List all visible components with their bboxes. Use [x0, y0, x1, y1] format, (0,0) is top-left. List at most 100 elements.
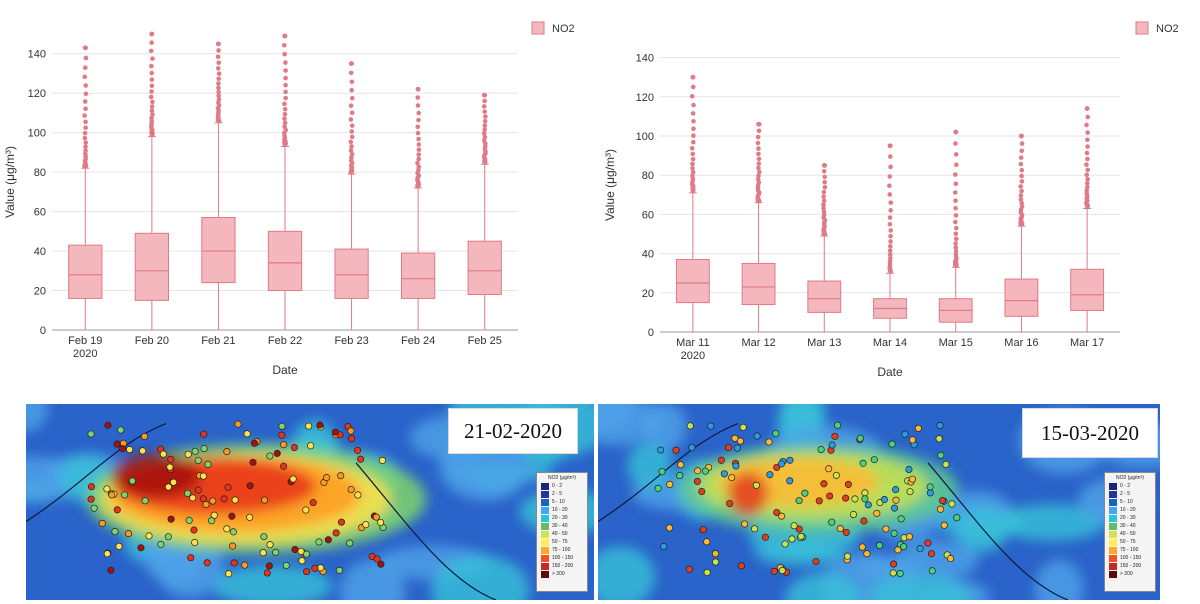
station-marker [778, 512, 786, 520]
station-marker [203, 559, 211, 567]
outlier-point [82, 130, 88, 136]
outlier-point [887, 215, 893, 220]
scale-swatch [541, 482, 549, 490]
x-tick-label: Feb 24 [401, 335, 435, 347]
outlier-point [887, 192, 893, 197]
outlier-point [757, 169, 762, 175]
outlier-point [691, 133, 696, 138]
outlier-point [82, 135, 88, 141]
scale-swatch [1109, 546, 1117, 554]
outlier-point [888, 208, 893, 213]
x-axis-label: Date [272, 363, 298, 377]
x-tick-label: Mar 17 [1070, 337, 1104, 349]
outlier-point [216, 89, 221, 95]
station-marker [860, 517, 868, 525]
x-tick-label: Feb 21 [201, 335, 235, 347]
outlier-point [690, 74, 696, 80]
y-tick-label: 0 [40, 325, 46, 337]
scale-swatch [541, 562, 549, 570]
station-marker [185, 516, 193, 524]
station-marker [909, 436, 917, 444]
outlier-point [416, 152, 421, 157]
outlier-point [953, 245, 959, 250]
station-marker [765, 438, 773, 446]
station-marker [752, 481, 760, 489]
station-marker [873, 509, 881, 517]
outlier-point [83, 151, 88, 157]
outlier-point [282, 106, 288, 112]
station-marker [282, 561, 290, 570]
station-marker [157, 540, 165, 548]
outlier-point [216, 81, 221, 86]
outlier-point [1019, 179, 1025, 184]
x-tick-label: Feb 22 [268, 335, 302, 347]
outlier-point [82, 113, 87, 118]
station-marker [118, 445, 127, 453]
outlier-point [1019, 133, 1024, 139]
x-tick-label: Mar 15 [939, 337, 973, 349]
station-marker [291, 545, 299, 554]
outlier-point [149, 70, 155, 76]
outlier-point [755, 177, 761, 182]
scale-label: 0 - 2 [1120, 483, 1131, 489]
station-marker [87, 430, 95, 438]
station-marker [875, 541, 884, 549]
scale-swatch [1109, 554, 1117, 562]
scale-row: 150 - 200 [1109, 562, 1155, 570]
no2-boxplot-march: 0 20 40 60 80 100 120 140 Value (μg/m³) Date NO2 Ma… [600, 0, 1200, 400]
station-marker [938, 497, 947, 505]
outlier-point [216, 93, 221, 99]
station-marker [200, 445, 208, 453]
station-marker [724, 444, 733, 452]
outlier-point [1018, 161, 1024, 167]
outlier-point [821, 163, 827, 168]
station-marker [278, 422, 286, 430]
outlier-point [953, 198, 958, 203]
outlier-point [756, 173, 761, 179]
station-marker [98, 519, 106, 527]
station-marker [815, 497, 823, 505]
outlier-point [348, 139, 354, 145]
station-marker [108, 491, 116, 499]
y-tick-label: 60 [34, 207, 46, 219]
outlier-point [887, 183, 892, 189]
station-marker [250, 439, 259, 447]
station-marker [726, 499, 734, 508]
outlier-point [216, 41, 221, 47]
outlier-point [1085, 167, 1091, 173]
outlier-point [416, 142, 422, 147]
station-marker [309, 499, 317, 507]
station-marker [246, 513, 254, 521]
scale-swatch [541, 570, 549, 578]
scale-label: 100 - 150 [1120, 555, 1142, 561]
station-marker [732, 462, 740, 470]
station-marker [90, 504, 98, 512]
station-marker [273, 449, 281, 457]
outlier-point [282, 111, 288, 117]
scale-label: 0 - 2 [552, 483, 563, 489]
outlier-point [953, 141, 958, 146]
no2-boxplot-february: 0 20 40 60 80 100 120 140 Value (μg/m³) Date NO2 Fe… [0, 0, 600, 400]
scale-row: > 200 [1109, 570, 1155, 578]
outlier-point [348, 148, 354, 153]
station-marker [701, 467, 710, 475]
outlier-point [416, 167, 421, 173]
outlier-point [349, 152, 355, 157]
station-marker [337, 518, 346, 526]
station-marker [378, 456, 386, 464]
outlier-point [1018, 193, 1024, 198]
station-marker [753, 432, 761, 440]
outlier-point [1018, 197, 1024, 202]
outlier-point [150, 112, 155, 117]
station-marker [194, 456, 202, 465]
scale-title: NO2 (μg/m³) [548, 475, 576, 481]
station-marker [230, 559, 238, 567]
station-marker [828, 518, 836, 526]
station-marker [897, 515, 905, 523]
outlier-point [148, 48, 154, 54]
outlier-point [149, 104, 155, 109]
station-marker [766, 471, 774, 479]
scale-label: 5 - 10 [552, 499, 565, 505]
outlier-point [1085, 156, 1090, 162]
station-marker [348, 435, 356, 443]
